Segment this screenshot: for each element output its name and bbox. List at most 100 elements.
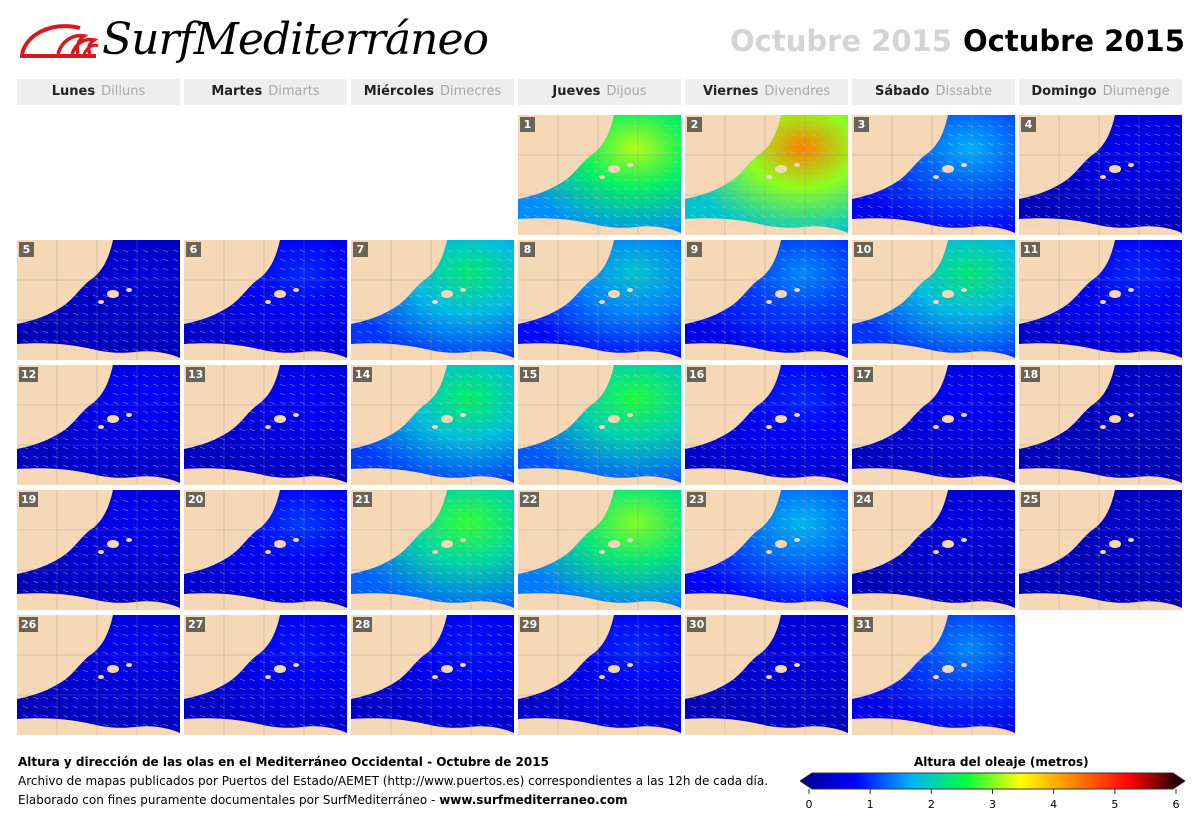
footer-website-link[interactable]: www.surfmediterraneo.com xyxy=(439,793,628,807)
day-map-tile[interactable]: 20 xyxy=(184,490,347,610)
island-shape xyxy=(961,663,967,667)
arrow-field xyxy=(1024,374,1181,477)
wave-direction-arrows xyxy=(857,374,1014,477)
arrow-field xyxy=(356,624,513,727)
arrow-field xyxy=(690,249,847,352)
wave-direction-arrows xyxy=(690,499,847,602)
sea-area xyxy=(685,490,848,608)
wave-direction-arrows xyxy=(690,624,847,727)
legend-tick-label: 6 xyxy=(1172,798,1180,811)
sea-area xyxy=(1019,115,1182,233)
day-map-tile[interactable]: 4 xyxy=(1019,115,1182,235)
island-shape xyxy=(98,425,104,429)
weekday-header-2: Miércoles Dimecres xyxy=(351,79,514,105)
day-number: 13 xyxy=(186,367,206,382)
wave-height-map xyxy=(852,615,1015,735)
arrow-field xyxy=(356,249,513,352)
sea-area xyxy=(17,490,180,608)
island-shape xyxy=(794,288,800,292)
arrow-field xyxy=(356,374,513,477)
wave-direction-arrows xyxy=(22,624,179,727)
day-map-tile[interactable]: 15 xyxy=(518,365,681,485)
day-map-tile[interactable]: 31 xyxy=(852,615,1015,735)
wave-direction-arrows xyxy=(523,249,680,352)
day-map-tile[interactable]: 26 xyxy=(17,615,180,735)
day-map-tile[interactable]: 28 xyxy=(351,615,514,735)
day-map-tile[interactable]: 14 xyxy=(351,365,514,485)
arrow-field xyxy=(1024,499,1181,602)
arrow-field xyxy=(523,499,680,602)
day-map-tile[interactable]: 22 xyxy=(518,490,681,610)
arrow-field xyxy=(1024,124,1181,227)
island-shape xyxy=(627,538,633,542)
day-number: 7 xyxy=(353,242,368,257)
island-shape xyxy=(794,663,800,667)
day-map-tile[interactable]: 12 xyxy=(17,365,180,485)
arrow-field xyxy=(523,624,680,727)
day-number: 26 xyxy=(19,617,39,632)
day-map-tile[interactable]: 11 xyxy=(1019,240,1182,360)
day-number: 19 xyxy=(19,492,39,507)
sea-area xyxy=(1019,490,1182,608)
wave-direction-arrows xyxy=(1024,499,1181,602)
island-shape xyxy=(432,300,438,304)
sea-area xyxy=(351,490,514,608)
legend-title: Altura del oleaje (metros) xyxy=(914,755,1089,769)
day-map-tile[interactable]: 25 xyxy=(1019,490,1182,610)
day-map-tile[interactable]: 13 xyxy=(184,365,347,485)
day-map-tile[interactable]: 30 xyxy=(685,615,848,735)
sea-area xyxy=(1019,365,1182,483)
wave-height-map xyxy=(351,365,514,485)
island-shape xyxy=(293,288,299,292)
wave-height-map xyxy=(852,365,1015,485)
wave-direction-arrows xyxy=(189,249,346,352)
island-shape xyxy=(961,538,967,542)
wave-height-map xyxy=(685,490,848,610)
island-shape xyxy=(766,425,772,429)
day-map-tile[interactable]: 8 xyxy=(518,240,681,360)
sea-area xyxy=(852,240,1015,358)
wave-direction-arrows xyxy=(356,624,513,727)
island-shape xyxy=(766,550,772,554)
day-map-tile[interactable]: 5 xyxy=(17,240,180,360)
wave-direction-arrows xyxy=(857,624,1014,727)
sea-area xyxy=(17,615,180,733)
arrow-field xyxy=(690,374,847,477)
day-map-tile[interactable]: 9 xyxy=(685,240,848,360)
day-map-tile[interactable]: 1 xyxy=(518,115,681,235)
island-shape xyxy=(1100,550,1106,554)
wave-direction-arrows xyxy=(857,124,1014,227)
day-map-tile[interactable]: 16 xyxy=(685,365,848,485)
day-map-tile[interactable]: 24 xyxy=(852,490,1015,610)
day-map-tile[interactable]: 7 xyxy=(351,240,514,360)
day-map-tile[interactable]: 29 xyxy=(518,615,681,735)
day-map-tile[interactable]: 19 xyxy=(17,490,180,610)
island-shape xyxy=(961,288,967,292)
arrow-field xyxy=(857,124,1014,227)
arrow-field xyxy=(189,624,346,727)
day-number: 1 xyxy=(520,117,535,132)
island-shape xyxy=(1100,300,1106,304)
day-map-tile[interactable]: 3 xyxy=(852,115,1015,235)
brand-name: SurfMediterráneo xyxy=(102,14,489,65)
sea-area xyxy=(518,490,681,608)
day-map-tile[interactable]: 6 xyxy=(184,240,347,360)
island-shape xyxy=(432,550,438,554)
day-map-tile[interactable]: 27 xyxy=(184,615,347,735)
day-map-tile[interactable]: 17 xyxy=(852,365,1015,485)
island-shape xyxy=(126,413,132,417)
day-map-tile[interactable]: 18 xyxy=(1019,365,1182,485)
day-map-tile[interactable]: 23 xyxy=(685,490,848,610)
island-shape xyxy=(933,425,939,429)
legend-tick-label: 1 xyxy=(866,798,874,811)
day-number: 15 xyxy=(520,367,540,382)
weekday-header-6: Domingo Diumenge xyxy=(1019,79,1182,105)
day-map-tile[interactable]: 21 xyxy=(351,490,514,610)
day-map-tile[interactable]: 10 xyxy=(852,240,1015,360)
day-map-tile[interactable]: 2 xyxy=(685,115,848,235)
weekday-name-ca: Dissabte xyxy=(935,84,992,99)
island-shape xyxy=(293,413,299,417)
island-shape xyxy=(98,675,104,679)
island-shape xyxy=(599,175,605,179)
sea-area xyxy=(685,240,848,358)
